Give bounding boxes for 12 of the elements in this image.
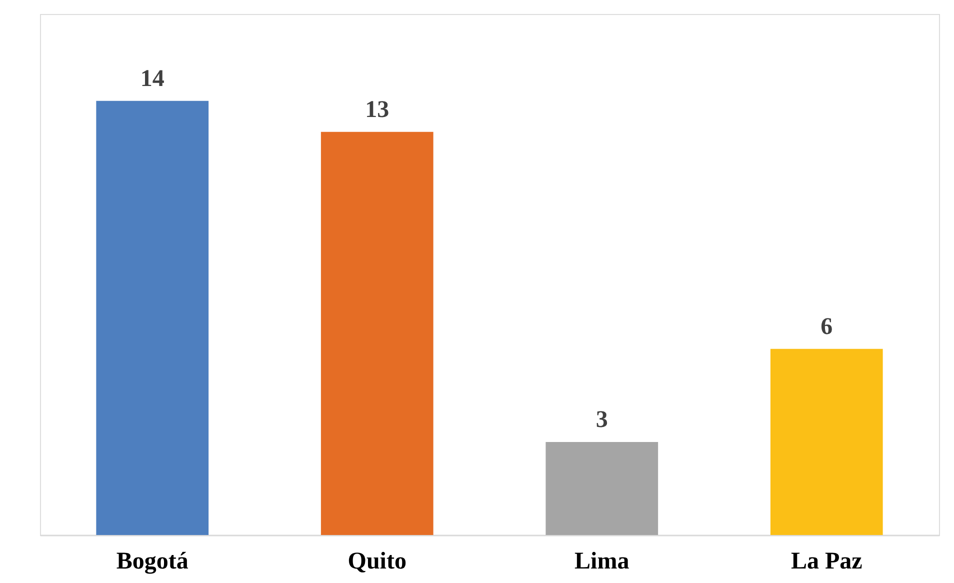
- data-label: 14: [140, 66, 164, 92]
- data-label: 13: [365, 96, 390, 123]
- x-tick-label: Quito: [348, 548, 406, 574]
- data-label: 6: [820, 314, 833, 340]
- bar: [770, 348, 883, 535]
- x-tick-label: Lima: [574, 548, 630, 574]
- data-label: 3: [596, 406, 608, 433]
- bar: [96, 100, 209, 535]
- bar: [546, 442, 658, 535]
- x-tick-label: Bogotá: [116, 548, 188, 574]
- x-tick-label: La Paz: [790, 548, 863, 574]
- bar: [320, 132, 434, 535]
